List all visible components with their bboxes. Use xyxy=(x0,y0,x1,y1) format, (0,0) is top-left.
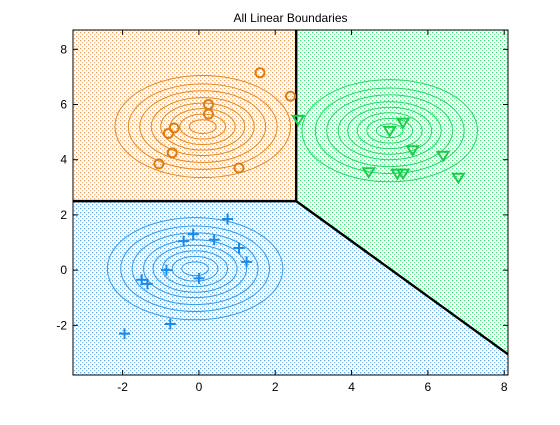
chart-title: All Linear Boundaries xyxy=(233,11,347,25)
y-tick-label: 2 xyxy=(60,208,67,222)
x-tick-label: 4 xyxy=(348,380,355,394)
y-tick-label: 6 xyxy=(60,98,67,112)
decision-regions xyxy=(73,30,508,375)
y-tick-label: 4 xyxy=(60,153,67,167)
x-tick-label: 8 xyxy=(501,380,508,394)
x-tick-label: 2 xyxy=(272,380,279,394)
y-tick-label: 8 xyxy=(60,42,67,56)
x-tick-label: 0 xyxy=(196,380,203,394)
y-tick-label: -2 xyxy=(56,318,67,332)
x-tick-label: -2 xyxy=(117,380,128,394)
y-tick-label: 0 xyxy=(60,263,67,277)
x-tick-label: 6 xyxy=(425,380,432,394)
